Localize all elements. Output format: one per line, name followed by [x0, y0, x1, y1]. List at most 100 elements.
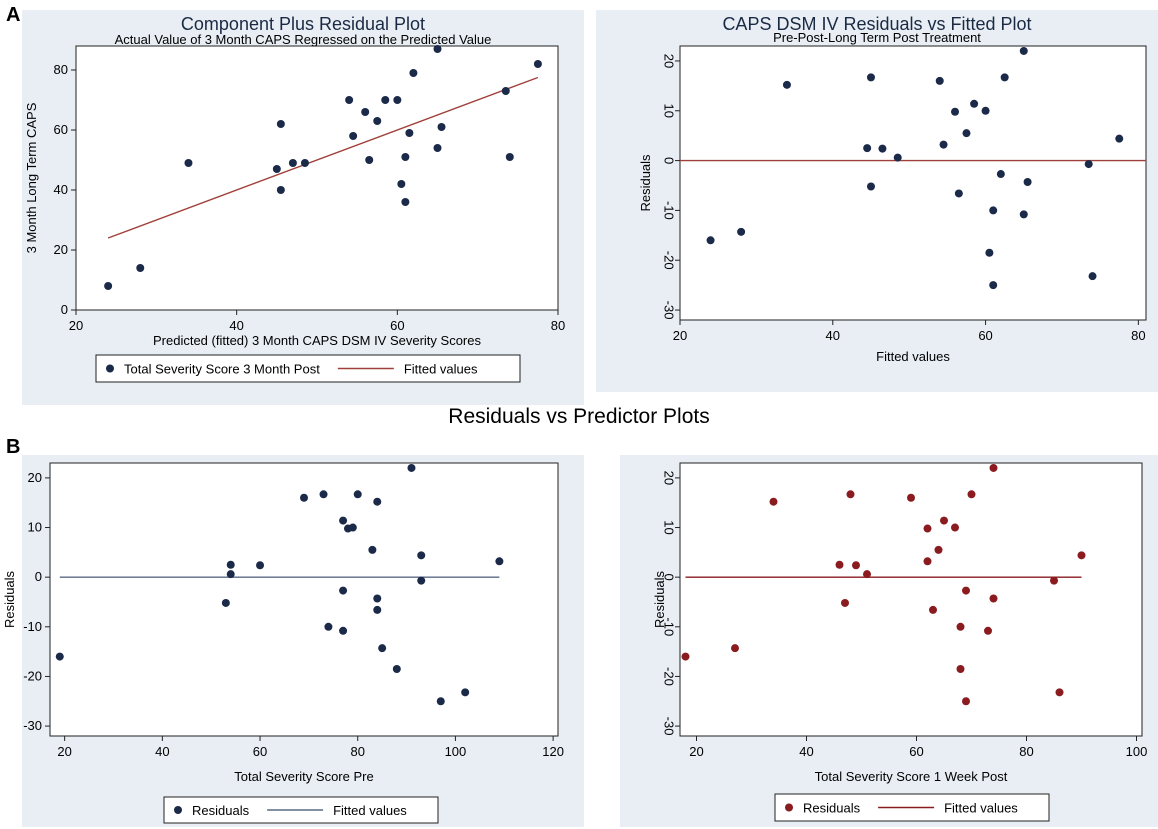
y-tick-label: -20	[662, 251, 677, 270]
data-point	[319, 490, 328, 499]
data-point	[1019, 46, 1028, 55]
data-point	[1000, 73, 1009, 82]
panel-b-label: B	[6, 436, 21, 458]
y-axis-label: Residuals	[638, 154, 653, 212]
data-point	[1019, 210, 1028, 219]
data-point	[962, 129, 971, 138]
data-point	[184, 159, 193, 167]
x-tick-label: 80	[1019, 744, 1033, 759]
data-point	[1050, 576, 1058, 585]
legend-box	[95, 354, 521, 383]
data-point	[863, 570, 871, 579]
x-tick-label: 80	[350, 744, 364, 759]
data-point	[226, 570, 235, 579]
data-point	[401, 198, 410, 206]
y-axis-label: Residuals	[2, 570, 17, 628]
y-tick-label: 20	[662, 471, 677, 485]
data-point	[1088, 272, 1097, 281]
data-point	[272, 165, 281, 173]
data-point	[401, 153, 410, 161]
data-point	[373, 594, 382, 603]
data-point	[373, 497, 382, 506]
chart-residuals-vs-fitted: CAPS DSM IV Residuals vs Fitted PlotPre-…	[596, 10, 1158, 392]
data-point	[436, 697, 445, 706]
data-point	[923, 524, 932, 533]
data-point	[495, 557, 504, 566]
data-point	[731, 644, 739, 653]
data-point	[737, 227, 746, 236]
data-point	[996, 170, 1005, 179]
chart-residuals-vs-severity-1-week: 20 40 60 80 100 -30 -20 -10 0 10 20 Total Severity …	[620, 455, 1158, 827]
data-point	[392, 664, 401, 673]
data-point	[841, 598, 849, 607]
data-point	[954, 189, 963, 198]
legend-label-fit: Fitted values	[404, 362, 478, 377]
legend-label-points: Total Severity Score 3 Month Post	[124, 362, 320, 377]
data-point	[300, 493, 308, 502]
x-tick-label: 60	[909, 744, 923, 759]
y-tick-label: 80	[54, 62, 68, 77]
data-point	[981, 106, 990, 115]
data-point	[1055, 688, 1064, 697]
x-axis-label: Total Severity Score 1 Week Post	[815, 769, 1008, 784]
x-tick-label: 40	[826, 328, 840, 343]
x-tick-label: 100	[1126, 744, 1148, 759]
y-tick-label: 0	[662, 574, 677, 581]
data-point	[929, 605, 937, 614]
data-point	[989, 594, 998, 603]
y-tick-label: -20	[23, 668, 42, 683]
legend-point-marker	[174, 806, 182, 814]
chart-subtitle: Pre-Post-Long Term Post Treatment	[773, 30, 981, 45]
data-point	[951, 523, 959, 532]
data-point	[417, 576, 426, 585]
data-point	[956, 622, 965, 631]
data-point	[501, 87, 510, 95]
x-tick-label: 80	[1131, 328, 1145, 343]
data-point	[863, 144, 872, 153]
data-point	[923, 557, 932, 566]
data-point	[985, 248, 994, 257]
legend: Residuals Fitted values	[163, 796, 439, 824]
plot-area	[679, 45, 1147, 321]
data-point	[393, 96, 402, 104]
y-axis-label: Residuals	[652, 570, 667, 628]
data-point	[1084, 160, 1093, 169]
data-point	[989, 463, 998, 472]
data-point	[300, 159, 309, 167]
x-axis-label: Total Severity Score Pre	[234, 769, 373, 784]
data-point	[221, 598, 230, 607]
x-tick-label: 120	[542, 744, 564, 759]
data-point	[276, 120, 285, 128]
data-point	[433, 45, 442, 53]
y-tick-label: 60	[54, 122, 68, 137]
y-tick-label: 10	[662, 520, 677, 534]
y-tick-label: 0	[662, 157, 677, 164]
data-point	[1077, 551, 1086, 560]
x-tick-label: 20	[57, 744, 71, 759]
data-point	[397, 180, 406, 188]
data-point	[433, 144, 442, 152]
data-point	[345, 96, 354, 104]
x-tick-label: 20	[689, 744, 703, 759]
legend: Residuals Fitted values	[774, 793, 1050, 822]
x-tick-label: 20	[673, 328, 687, 343]
data-point	[769, 497, 778, 506]
data-point	[852, 561, 860, 570]
chart-residuals-vs-severity-pre: 20 40 60 80 100 120 -30 -20 -10 0 10 20 Total Severi…	[2, 455, 584, 827]
fitted-line	[107, 76, 539, 239]
data-point	[373, 605, 382, 614]
y-tick-label: -30	[662, 717, 677, 736]
data-point	[349, 132, 358, 140]
data-point	[55, 652, 64, 661]
data-point	[136, 264, 145, 272]
data-point	[226, 560, 235, 569]
y-tick-label: -10	[23, 619, 42, 634]
x-tick-label: 20	[69, 318, 83, 333]
data-point	[407, 463, 416, 472]
data-point	[782, 80, 791, 89]
data-point	[533, 60, 542, 68]
x-tick-label: 60	[253, 744, 267, 759]
chart-subtitle: Actual Value of 3 Month CAPS Regressed o…	[115, 32, 492, 47]
